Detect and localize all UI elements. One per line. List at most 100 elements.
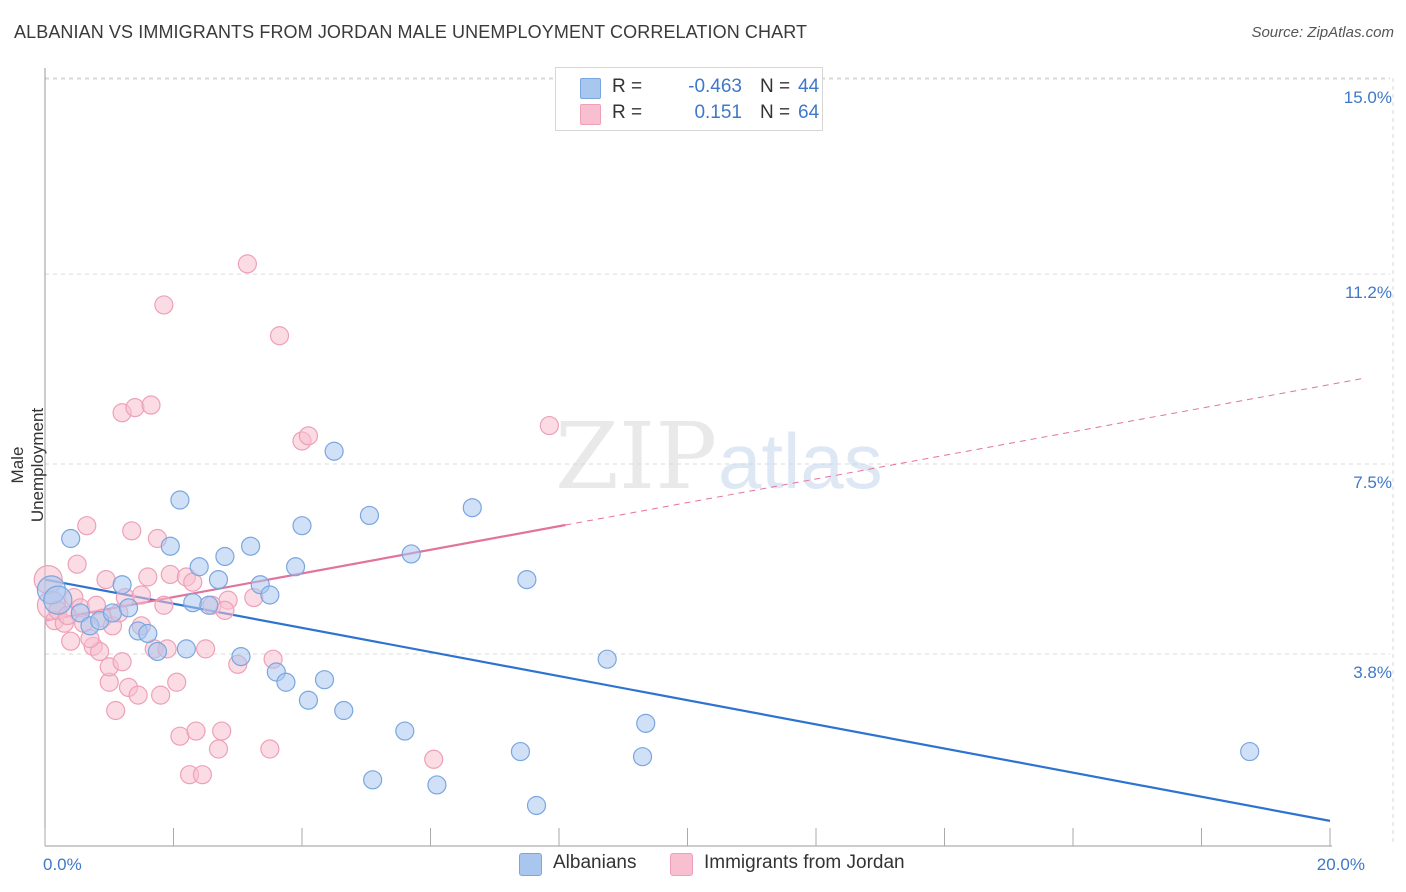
albanians-point [1240,741,1260,762]
jordan-point [424,749,444,769]
jordan-point [77,516,97,536]
albanians-point [401,544,421,564]
albanians-point [189,557,209,577]
watermark: ZIP atlas [555,403,883,510]
jordan-point [260,739,280,759]
legend-n-value: 64 [798,102,820,123]
tick-labels: 3.8% 7.5% 11.2% 15.0% 0.0% 20.0% [43,88,1392,874]
jordan-point [67,554,87,574]
albanians-point [597,649,617,669]
albanians-point [147,641,168,662]
albanians-point [183,593,203,613]
albanians-point [70,603,90,623]
jordan-point [112,652,132,672]
x-tick-label: 20.0% [1317,855,1365,874]
albanians-point [118,598,139,618]
jordan-point [61,631,81,651]
albanians-point [260,585,280,605]
albanians-point [102,603,123,623]
albanians-point [241,536,261,556]
albanians-point [160,536,180,556]
legend-n-label: N = [760,102,791,123]
jordan-point [154,295,174,315]
data-points [33,254,1260,816]
albanians-point [138,623,158,644]
albanians-point [112,575,132,595]
jordan-point [125,398,145,418]
chart-title: ALBANIAN VS IMMIGRANTS FROM JORDAN MALE … [14,22,808,42]
jordan-point [160,564,180,585]
jordan-point [151,685,171,705]
albanians-point [298,690,319,710]
y-axis-label: Male Unemployment [8,407,47,523]
legend-r-value: 0.151 [694,102,742,123]
legend-r-value: -0.463 [688,76,742,97]
y-tick-label: 3.8% [1353,663,1392,682]
albanians-point [395,721,415,741]
legend-r-label: R = [612,76,643,97]
jordan-point [237,254,257,274]
albanians-point [510,741,531,762]
blue-swatch-icon [519,853,542,876]
albanians-point [170,490,190,510]
albanians-point [208,569,229,590]
albanians-point [462,498,482,518]
albanians-point [61,528,81,549]
albanians-point [359,505,380,526]
jordan-point [106,700,126,721]
albanians-point [517,569,537,590]
jordan-point [215,600,235,620]
jordan-point [90,641,110,662]
albanians-point [231,646,251,667]
jordan-point [212,721,232,741]
pink-swatch-icon [580,104,601,125]
jordan-point [138,567,158,587]
grid-lines [45,77,1394,846]
y-tick-label: 15.0% [1344,88,1392,107]
y-tick-label: 7.5% [1353,473,1392,492]
source-label: Source: ZipAtlas.com [1251,24,1394,41]
albanians-point [427,775,447,795]
y-tick-label: 11.2% [1345,283,1392,302]
albanians-point [292,516,312,536]
jordan-point [167,672,187,692]
legend-n-label: N = [760,76,791,97]
legend-label-jordan: Immigrants from Jordan [704,852,905,873]
albanians-trend-line [44,578,1331,822]
albanians-point [363,770,383,790]
jordan-point [128,685,148,705]
jordan-point [131,585,151,605]
albanians-point [199,595,219,615]
legend-label-albanians: Albanians [553,852,637,873]
jordan-point [269,326,290,346]
albanians-point [285,557,306,577]
correlation-legend: R = -0.463 N = 44 R = 0.151 N = 64 [555,67,823,131]
legend-r-label: R = [612,102,643,123]
axes [44,68,1332,847]
jordan-trend-extension [565,378,1363,526]
jordan-point [208,739,229,759]
pink-swatch-icon [670,853,693,876]
watermark-zip: ZIP [555,403,717,510]
albanians-point [632,747,653,767]
jordan-point [141,395,161,415]
albanians-point [176,639,196,659]
jordan-point [170,726,190,746]
x-tick-label: 0.0% [43,855,82,874]
albanians-point [215,546,235,567]
jordan-point [192,765,213,785]
albanians-point [526,795,547,816]
jordan-point [186,721,206,741]
blue-swatch-icon [580,78,601,99]
albanians-point [324,441,344,461]
jordan-point [96,569,116,590]
albanians-point [276,672,296,692]
jordan-point [122,521,142,541]
legend-n-value: 44 [798,76,820,97]
jordan-point [539,415,559,436]
albanians-point [43,585,73,615]
watermark-atlas: atlas [718,417,883,505]
jordan-point [196,639,216,659]
albanians-point [314,670,335,690]
